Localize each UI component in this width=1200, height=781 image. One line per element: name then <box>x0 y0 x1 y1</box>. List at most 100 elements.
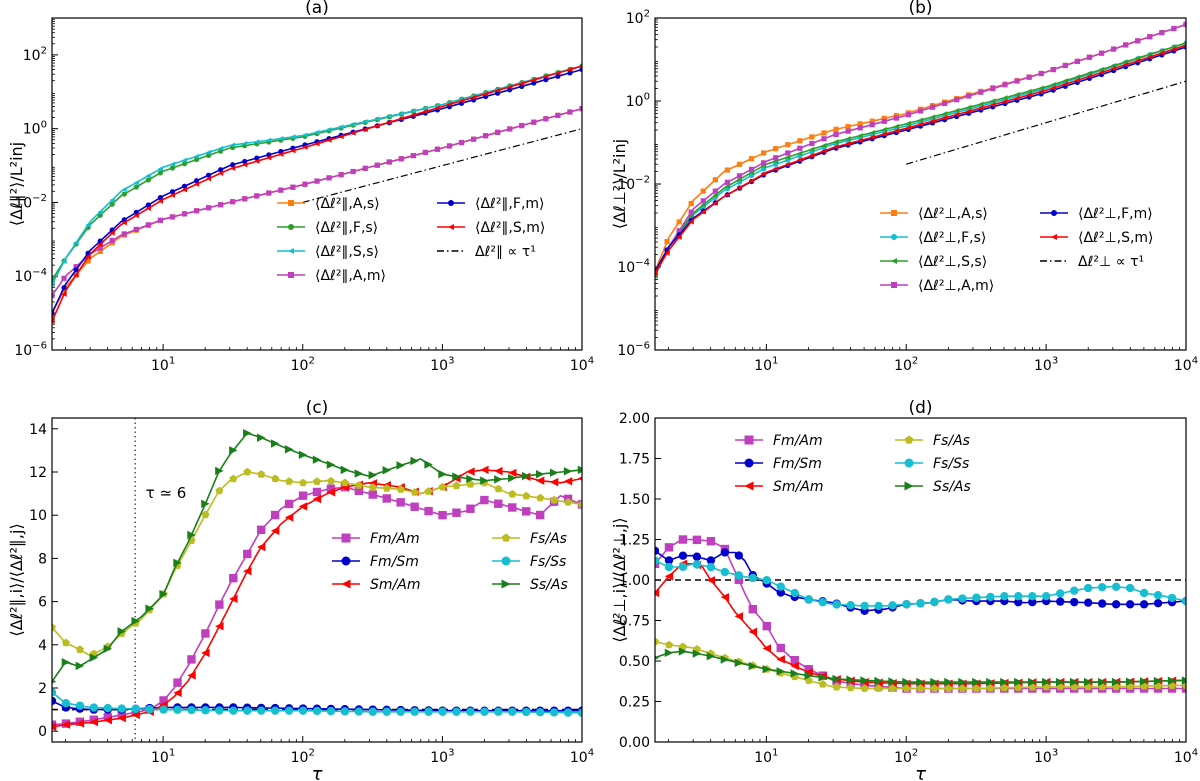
data-point <box>257 706 266 715</box>
data-point <box>326 484 336 494</box>
legend-label: ⟨Δℓ²∥,S,m⟩ <box>475 220 545 236</box>
data-point <box>243 567 252 576</box>
data-point <box>133 180 139 186</box>
data-point <box>762 644 771 653</box>
data-point <box>664 572 674 581</box>
legend-label: Fm/Am <box>370 531 420 547</box>
data-point <box>298 502 308 511</box>
data-point <box>688 209 694 215</box>
data-point <box>284 706 294 715</box>
data-point <box>905 120 912 126</box>
data-point <box>990 98 996 104</box>
legend: Fm/Am Fm/Sm Sm/Am Fs/As Fs/Ss Ss/As <box>332 531 568 593</box>
data-point <box>748 573 758 583</box>
data-point <box>157 195 164 201</box>
data-point <box>1014 95 1020 101</box>
data-point <box>1110 66 1117 72</box>
data-point <box>567 66 573 73</box>
data-point <box>785 150 791 156</box>
data-point <box>1139 588 1149 598</box>
data-point <box>326 706 336 716</box>
data-point <box>85 222 91 228</box>
data-point <box>692 552 702 561</box>
data-point <box>712 192 718 198</box>
data-point <box>314 129 320 136</box>
data-point <box>1183 43 1186 47</box>
data-point <box>508 473 517 483</box>
legend-marker <box>501 579 511 589</box>
data-point <box>577 476 582 481</box>
data-point <box>302 181 308 187</box>
data-point <box>187 530 196 540</box>
legend-marker <box>904 435 914 444</box>
series-line <box>52 65 582 285</box>
data-point <box>700 202 706 208</box>
data-point <box>205 205 212 211</box>
data-point <box>326 488 336 497</box>
data-point <box>145 705 154 714</box>
data-point <box>61 258 67 265</box>
y-tick-label: 1.00 <box>619 573 650 589</box>
data-point <box>229 446 238 455</box>
data-point <box>1028 677 1037 687</box>
data-point <box>61 291 67 297</box>
data-point <box>1038 89 1044 95</box>
data-point <box>89 703 99 712</box>
data-point <box>655 588 660 598</box>
data-point <box>1026 92 1032 98</box>
series-5 <box>655 647 1186 687</box>
data-point <box>243 706 252 715</box>
data-point <box>326 460 336 469</box>
data-point <box>145 202 151 208</box>
data-point <box>243 428 252 438</box>
legend-label: ⟨Δℓ²⊥,A,m⟩ <box>918 278 994 294</box>
data-point <box>1050 66 1056 73</box>
data-point <box>1083 598 1093 607</box>
data-point <box>833 131 839 137</box>
data-point <box>1070 677 1079 687</box>
data-point <box>396 485 405 493</box>
x-tick-label: 101 <box>754 356 778 374</box>
data-point <box>874 684 883 692</box>
data-point <box>720 592 730 602</box>
axes-frame <box>51 17 583 351</box>
data-point <box>1167 593 1177 603</box>
legend-item: ⟨Δℓ²⊥,S,m⟩ <box>1040 230 1154 246</box>
data-point <box>480 495 489 505</box>
data-point <box>986 684 995 692</box>
data-point <box>954 97 960 103</box>
data-point <box>790 656 799 665</box>
legend-item: Sm/Am <box>332 577 420 593</box>
legend-item: Fm/Sm <box>332 554 419 570</box>
x-tick-label: 101 <box>151 748 175 766</box>
legend-marker <box>341 579 351 589</box>
data-point <box>1167 676 1177 685</box>
data-point <box>1139 677 1149 686</box>
x-tick-label: 104 <box>570 356 594 374</box>
data-point <box>494 475 503 484</box>
data-point <box>555 73 561 79</box>
legend-item: ⟨Δℓ²∥,F,m⟩ <box>437 196 545 212</box>
data-point <box>424 460 433 469</box>
data-point <box>978 105 984 111</box>
data-point <box>874 601 883 611</box>
legend-marker <box>288 248 294 254</box>
data-point <box>944 684 953 692</box>
data-point <box>929 118 936 124</box>
legend-item: ⟨Δℓ²⊥,S,s⟩ <box>880 254 987 270</box>
data-point <box>218 202 224 208</box>
legend-item: Fm/Am <box>735 433 823 449</box>
data-point <box>52 318 55 324</box>
y-tick-label: 1.25 <box>619 533 650 549</box>
data-point <box>1125 600 1135 609</box>
data-point <box>881 115 887 122</box>
data-point <box>382 494 391 503</box>
data-point <box>169 165 176 171</box>
data-point <box>229 594 238 604</box>
data-point <box>776 655 785 664</box>
data-point <box>578 500 582 508</box>
data-point <box>340 478 349 487</box>
data-point <box>145 222 151 228</box>
data-point <box>354 486 364 496</box>
data-point <box>535 510 545 520</box>
